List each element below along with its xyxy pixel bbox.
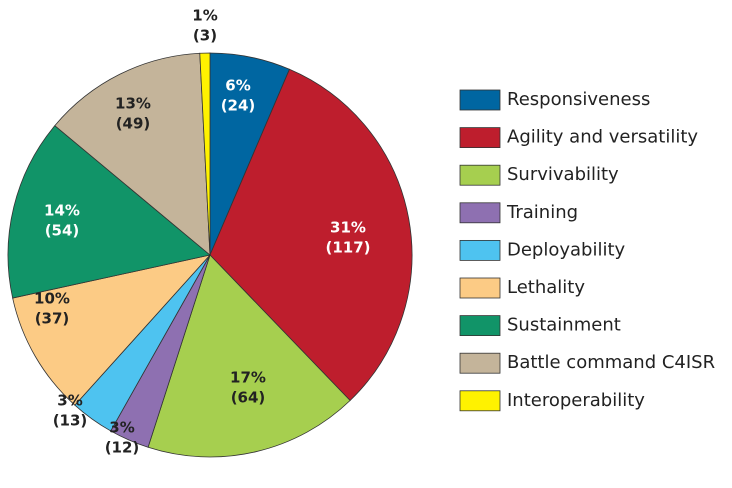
legend-swatch (459, 390, 501, 412)
pie-slice (7, 125, 211, 299)
pie-slice (12, 254, 212, 406)
legend-label: Lethality (507, 277, 585, 298)
legend-swatch (459, 315, 501, 337)
legend-swatch (459, 352, 501, 374)
value-label: (37) (35, 310, 70, 328)
legend-swatch (459, 239, 501, 261)
value-label: (24) (221, 97, 256, 115)
legend-swatch (459, 277, 501, 299)
value-label: (117) (325, 239, 370, 257)
value-label: (54) (45, 222, 80, 240)
value-label: (49) (116, 115, 151, 133)
legend-label: Responsiveness (507, 89, 650, 110)
percent-label: 31% (330, 219, 366, 237)
legend-label: Deployability (507, 239, 626, 260)
percent-label: 17% (230, 369, 266, 387)
legend-label: Training (506, 202, 578, 223)
value-label: (64) (231, 389, 266, 407)
percent-label: 6% (225, 77, 250, 95)
pie-slice (209, 68, 413, 402)
legend-label: Agility and versatility (507, 127, 698, 148)
legend-swatch (459, 127, 501, 148)
percent-label: 10% (34, 290, 70, 308)
value-label: (13) (53, 412, 88, 430)
legend-label: Interoperability (507, 390, 645, 411)
percent-label: 3% (57, 392, 82, 410)
value-label: (3) (193, 27, 217, 45)
percent-label: 3% (109, 419, 134, 437)
legend-swatch (459, 202, 501, 224)
percent-label: 14% (44, 202, 80, 220)
pie-slice (199, 52, 211, 256)
pie-slice (147, 254, 351, 458)
legend-label: Sustainment (507, 315, 621, 336)
percent-label: 13% (115, 95, 151, 113)
legend-swatch (459, 89, 501, 111)
legend-swatch (459, 164, 501, 186)
percent-label: 1% (192, 7, 217, 25)
legend-label: Survivability (507, 164, 619, 185)
legend-label: Battle command C4ISR (507, 352, 715, 373)
pie-slice (54, 52, 211, 256)
value-label: (12) (105, 439, 140, 457)
